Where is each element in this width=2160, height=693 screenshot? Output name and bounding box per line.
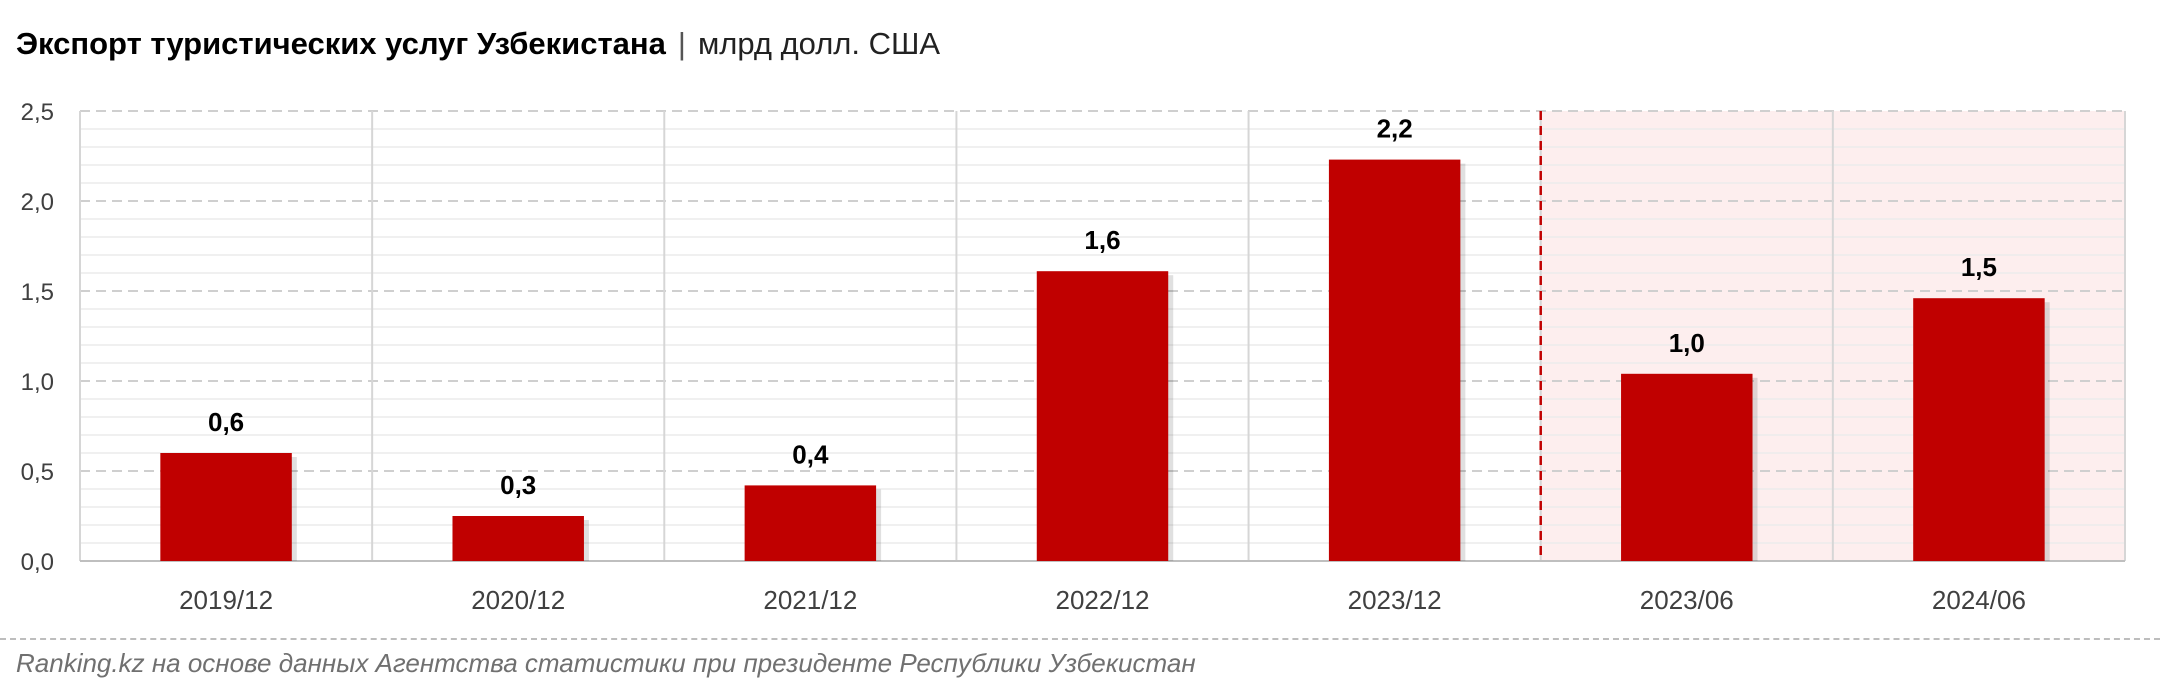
y-tick-label: 0,0 [21, 549, 54, 576]
chart-unit: млрд долл. США [697, 26, 941, 61]
chart-title-main: Экспорт туристических услуг Узбекистана [16, 26, 666, 61]
y-tick-label: 2,5 [21, 99, 54, 126]
bar [452, 516, 584, 561]
y-tick-label: 2,0 [21, 189, 54, 216]
bar [1036, 271, 1169, 561]
data-label: 1,0 [1669, 328, 1705, 358]
chart-title: Экспорт туристических услуг Узбекистана |… [16, 26, 940, 62]
bar [1621, 373, 1753, 561]
y-tick-label: 0,5 [21, 459, 54, 486]
x-tick-label: 2020/12 [471, 585, 565, 615]
footer-divider [0, 638, 2160, 640]
data-label: 2,2 [1377, 114, 1413, 144]
title-separator: | [677, 26, 686, 61]
bar [160, 453, 292, 561]
bar [1913, 298, 2045, 561]
data-label: 1,6 [1084, 225, 1120, 255]
source-note: Ranking.kz на основе данных Агентства ст… [16, 648, 1196, 678]
x-tick-label: 2023/12 [1348, 585, 1442, 615]
x-tick-label: 2019/12 [179, 585, 273, 615]
bar-chart: 0,0 0,5 1,0 1,5 2,0 2,5 0,6 2019/12 0,3 2020/12 0,… [21, 99, 2126, 615]
data-label: 1,5 [1961, 252, 1997, 282]
x-tick-label: 2023/06 [1640, 585, 1734, 615]
y-tick-label: 1,5 [21, 279, 54, 306]
bar [744, 485, 877, 561]
y-tick-label: 1,0 [21, 369, 54, 396]
bar [1328, 159, 1461, 561]
x-tick-label: 2022/12 [1056, 585, 1150, 615]
x-tick-label: 2024/06 [1932, 585, 2026, 615]
data-label: 0,3 [500, 470, 536, 500]
data-label: 0,6 [208, 407, 244, 437]
data-label: 0,4 [792, 439, 829, 469]
x-tick-label: 2021/12 [763, 585, 857, 615]
